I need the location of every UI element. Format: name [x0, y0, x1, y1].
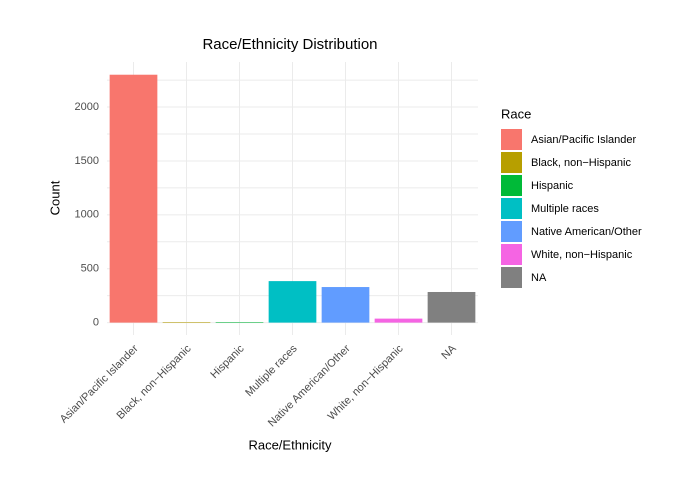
legend-title: Race: [501, 106, 531, 121]
legend-swatch: [501, 244, 522, 265]
y-axis-title: Count: [47, 180, 62, 215]
legend-label: NA: [531, 272, 547, 284]
y-tick-label: 0: [93, 317, 99, 329]
y-tick-label: 500: [81, 263, 99, 275]
bar: [109, 74, 158, 323]
x-tick-label: NA: [439, 342, 459, 362]
legend-label: Asian/Pacific Islander: [531, 134, 636, 146]
legend-swatch: [501, 221, 522, 242]
legend-swatch: [501, 198, 522, 219]
legend-swatch: [501, 152, 522, 173]
bar: [162, 322, 211, 323]
x-axis-title: Race/Ethnicity: [248, 437, 332, 452]
chart-title: Race/Ethnicity Distribution: [202, 36, 377, 53]
legend-swatch: [501, 129, 522, 150]
x-tick-label: Multiple races: [243, 342, 300, 399]
legend-label: Hispanic: [531, 180, 574, 192]
bar: [427, 291, 476, 323]
y-tick-label: 1000: [75, 209, 99, 221]
legend-label: Black, non−Hispanic: [531, 157, 631, 169]
legend-label: White, non−Hispanic: [531, 249, 633, 261]
y-tick-label: 2000: [75, 101, 99, 113]
bar: [374, 318, 423, 323]
bar: [215, 322, 264, 323]
legend-label: Native American/Other: [531, 226, 642, 238]
legend-label: Multiple races: [531, 203, 599, 215]
legend-swatch: [501, 175, 522, 196]
bar: [268, 281, 317, 323]
bar: [321, 287, 370, 323]
x-tick-label: Hispanic: [208, 342, 247, 381]
legend-swatch: [501, 267, 522, 288]
y-tick-label: 1500: [75, 155, 99, 167]
